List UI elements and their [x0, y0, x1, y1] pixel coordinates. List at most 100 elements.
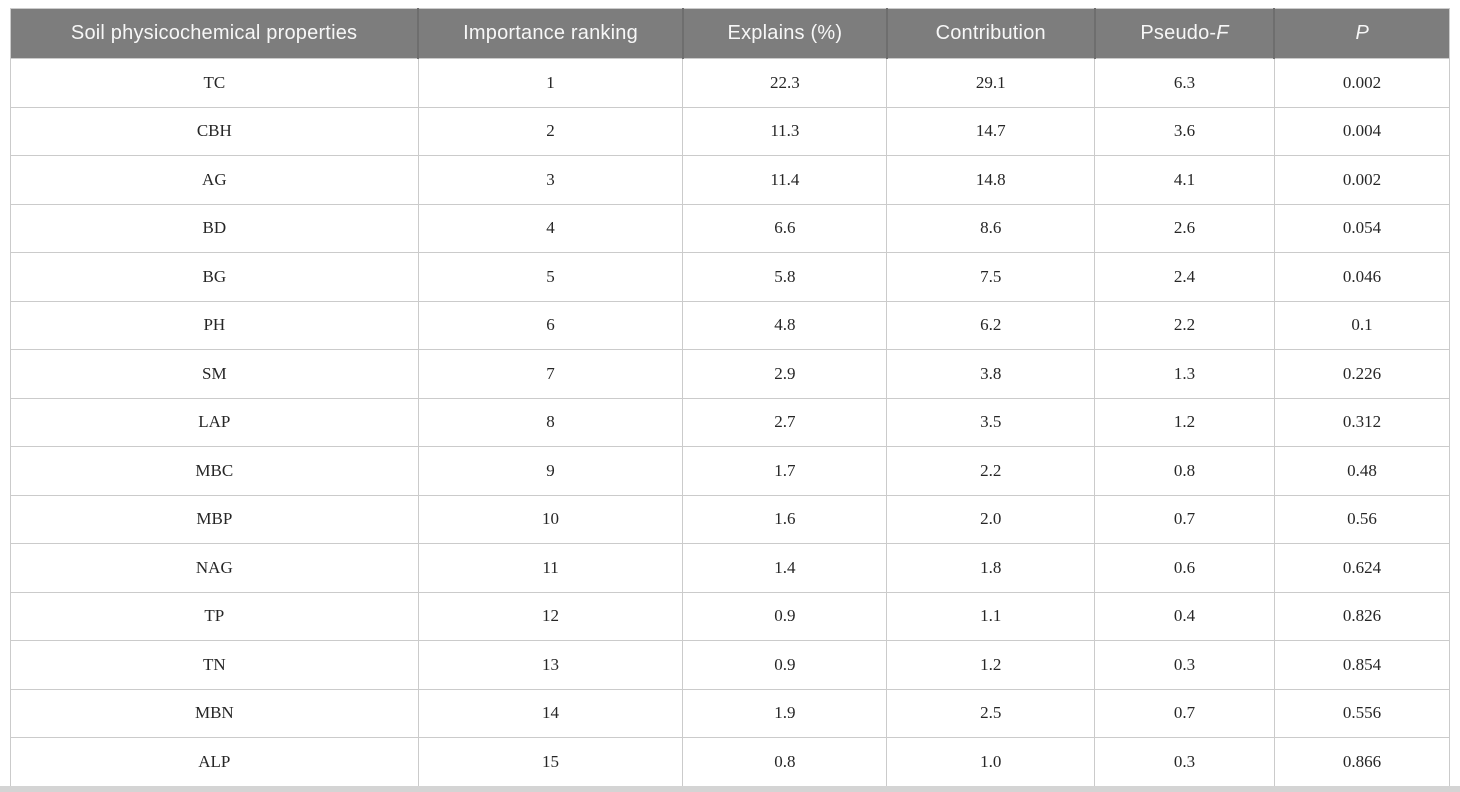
- ranking-cell: 2: [417, 106, 683, 156]
- explains-cell: 2.7: [682, 397, 887, 447]
- contribution-cell: 3.8: [886, 349, 1095, 398]
- column-header-importance-ranking: Importance ranking: [417, 8, 683, 59]
- ranking-cell: 4: [417, 203, 683, 253]
- contribution-cell: 8.6: [886, 203, 1095, 253]
- explains-cell: 0.9: [682, 640, 887, 689]
- table-row: BD 4 6.6 8.6 2.6 0.054: [10, 203, 1450, 253]
- property-cell: BD: [10, 203, 419, 253]
- p-value-cell: 0.48: [1273, 446, 1450, 495]
- ranking-cell: 7: [417, 349, 683, 398]
- table-row: TP 12 0.9 1.1 0.4 0.826: [10, 591, 1450, 641]
- table-row: TN 13 0.9 1.2 0.3 0.854: [10, 640, 1450, 689]
- contribution-cell: 3.5: [886, 397, 1095, 447]
- explains-cell: 22.3: [682, 58, 887, 107]
- explains-cell: 1.4: [682, 543, 887, 592]
- column-header-label: Pseudo-: [1140, 22, 1217, 44]
- column-header-italic-label: P: [1355, 22, 1370, 44]
- table-row: SM 7 2.9 3.8 1.3 0.226: [10, 349, 1450, 398]
- pseudo-f-cell: 4.1: [1094, 155, 1275, 204]
- pseudo-f-cell: 0.7: [1094, 688, 1275, 738]
- bottom-divider-bar: [0, 786, 1460, 792]
- table-row: NAG 11 1.4 1.8 0.6 0.624: [10, 543, 1450, 592]
- ranking-cell: 1: [417, 58, 683, 107]
- column-header-pseudo-f: Pseudo-F: [1093, 8, 1275, 59]
- explains-cell: 5.8: [682, 252, 887, 301]
- p-value-cell: 0.556: [1273, 688, 1450, 738]
- pseudo-f-cell: 1.2: [1094, 397, 1275, 447]
- column-header-explains-percent: Explains (%): [681, 8, 887, 59]
- table-header-row: Soil physicochemical properties Importanc…: [10, 8, 1450, 59]
- p-value-cell: 0.854: [1273, 640, 1450, 689]
- column-header-italic-label: F: [1216, 22, 1229, 44]
- table-row: TC 1 22.3 29.1 6.3 0.002: [10, 58, 1450, 107]
- p-value-cell: 0.226: [1273, 349, 1450, 398]
- p-value-cell: 0.002: [1273, 155, 1450, 204]
- property-cell: NAG: [10, 543, 419, 592]
- pseudo-f-cell: 0.8: [1094, 446, 1275, 495]
- p-value-cell: 0.054: [1273, 203, 1450, 253]
- contribution-cell: 14.8: [886, 155, 1095, 204]
- contribution-cell: 1.0: [886, 737, 1095, 786]
- contribution-cell: 1.8: [886, 543, 1095, 592]
- property-cell: MBN: [10, 688, 419, 738]
- explains-cell: 1.9: [682, 688, 887, 738]
- p-value-cell: 0.046: [1273, 252, 1450, 301]
- explains-cell: 11.3: [682, 106, 887, 156]
- p-value-cell: 0.624: [1273, 543, 1450, 592]
- pseudo-f-cell: 0.4: [1094, 591, 1275, 641]
- column-header-label: Importance ranking: [463, 22, 638, 44]
- pseudo-f-cell: 0.6: [1094, 543, 1275, 592]
- pseudo-f-cell: 0.3: [1094, 640, 1275, 689]
- property-cell: AG: [10, 155, 419, 204]
- ranking-cell: 10: [417, 494, 683, 544]
- table-header: Soil physicochemical properties Importanc…: [10, 8, 1450, 59]
- table-row: AG 3 11.4 14.8 4.1 0.002: [10, 155, 1450, 204]
- table-row: ALP 15 0.8 1.0 0.3 0.866: [10, 737, 1450, 786]
- ranking-cell: 5: [417, 252, 683, 301]
- column-header-soil-physicochemical-properties: Soil physicochemical properties: [10, 8, 419, 59]
- property-cell: SM: [10, 349, 419, 398]
- pseudo-f-cell: 2.4: [1094, 252, 1275, 301]
- explains-cell: 4.8: [682, 300, 887, 350]
- table-row: MBC 9 1.7 2.2 0.8 0.48: [10, 446, 1450, 495]
- contribution-cell: 2.5: [886, 688, 1095, 738]
- pseudo-f-cell: 0.3: [1094, 737, 1275, 786]
- contribution-cell: 14.7: [886, 106, 1095, 156]
- contribution-cell: 29.1: [886, 58, 1095, 107]
- explains-cell: 11.4: [682, 155, 887, 204]
- contribution-cell: 1.2: [886, 640, 1095, 689]
- contribution-cell: 6.2: [886, 300, 1095, 350]
- ranking-cell: 9: [417, 446, 683, 495]
- table-row: PH 6 4.8 6.2 2.2 0.1: [10, 300, 1450, 350]
- property-cell: MBC: [10, 446, 419, 495]
- column-header-label: Soil physicochemical properties: [70, 22, 358, 44]
- explains-cell: 1.7: [682, 446, 887, 495]
- column-header-label: Explains (%): [727, 22, 843, 44]
- ranking-cell: 14: [417, 688, 683, 738]
- ranking-cell: 3: [417, 155, 683, 204]
- column-header-p-value: P: [1273, 8, 1450, 59]
- table-row: MBP 10 1.6 2.0 0.7 0.56: [10, 494, 1450, 544]
- explains-cell: 1.6: [682, 494, 887, 544]
- contribution-cell: 1.1: [886, 591, 1095, 641]
- column-header-label: Contribution: [935, 22, 1046, 44]
- ranking-cell: 12: [417, 591, 683, 641]
- property-cell: TN: [10, 640, 419, 689]
- p-value-cell: 0.56: [1273, 494, 1450, 544]
- ranking-cell: 13: [417, 640, 683, 689]
- p-value-cell: 0.312: [1273, 397, 1450, 447]
- pseudo-f-cell: 1.3: [1094, 349, 1275, 398]
- p-value-cell: 0.826: [1273, 591, 1450, 641]
- ranking-cell: 8: [417, 397, 683, 447]
- explains-cell: 0.9: [682, 591, 887, 641]
- pseudo-f-cell: 3.6: [1094, 106, 1275, 156]
- property-cell: TC: [10, 58, 419, 107]
- property-cell: MBP: [10, 494, 419, 544]
- property-cell: ALP: [10, 737, 419, 786]
- property-cell: TP: [10, 591, 419, 641]
- pseudo-f-cell: 2.2: [1094, 300, 1275, 350]
- contribution-cell: 2.2: [886, 446, 1095, 495]
- property-cell: LAP: [10, 397, 419, 447]
- explains-cell: 6.6: [682, 203, 887, 253]
